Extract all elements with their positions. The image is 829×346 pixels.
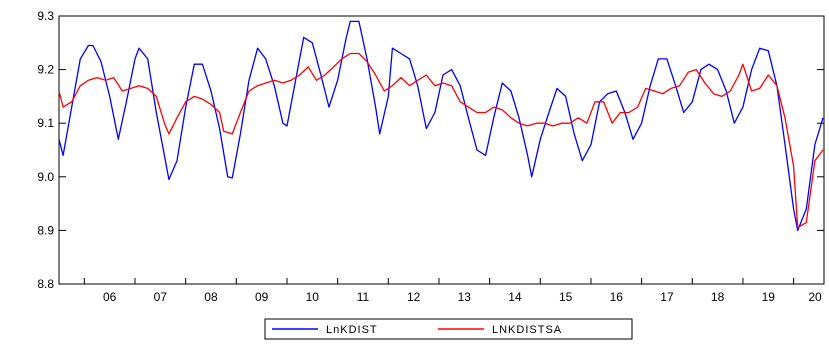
legend-label-lnkdistsa: LNKDISTSA [492, 324, 562, 336]
x-tick-label: 15 [559, 290, 573, 304]
y-tick-label: 9.0 [37, 170, 54, 184]
plot-area [58, 15, 825, 285]
y-tick-label: 8.9 [37, 223, 54, 237]
y-tick-label: 9.3 [37, 9, 54, 23]
x-tick-label: 06 [103, 290, 117, 304]
x-tick-label: 18 [711, 290, 725, 304]
series-layer [58, 20, 824, 232]
x-tick-label: 14 [508, 290, 522, 304]
x-tick-label: 20 [808, 290, 822, 304]
x-tick-label: 16 [610, 290, 624, 304]
series-line-lnkdist [58, 20, 824, 232]
x-tick-label: 13 [458, 290, 472, 304]
legend: LnKDIST LNKDISTSA [264, 318, 633, 340]
x-tick-label: 17 [660, 290, 674, 304]
x-tick-label: 08 [204, 290, 218, 304]
legend-label-lnkdist: LnKDIST [326, 324, 378, 336]
x-tick-label: 10 [306, 290, 320, 304]
y-tick-label: 9.1 [37, 116, 54, 130]
x-tick-label: 11 [357, 290, 370, 304]
x-tick-label: 19 [762, 290, 776, 304]
y-tick-label: 9.2 [37, 63, 54, 77]
x-axis-ticks: 06 07 08 09 10 11 12 13 14 15 16 17 18 19 20 [83, 278, 822, 304]
y-tick-label: 8.8 [37, 277, 54, 291]
y-axis-ticks: 8.8 8.9 9.0 9.1 9.2 9.3 [37, 9, 824, 291]
x-tick-label: 07 [154, 290, 168, 304]
x-tick-label: 12 [407, 290, 421, 304]
x-tick-label: 09 [255, 290, 269, 304]
series-line-lnkdistsa [58, 52, 824, 229]
